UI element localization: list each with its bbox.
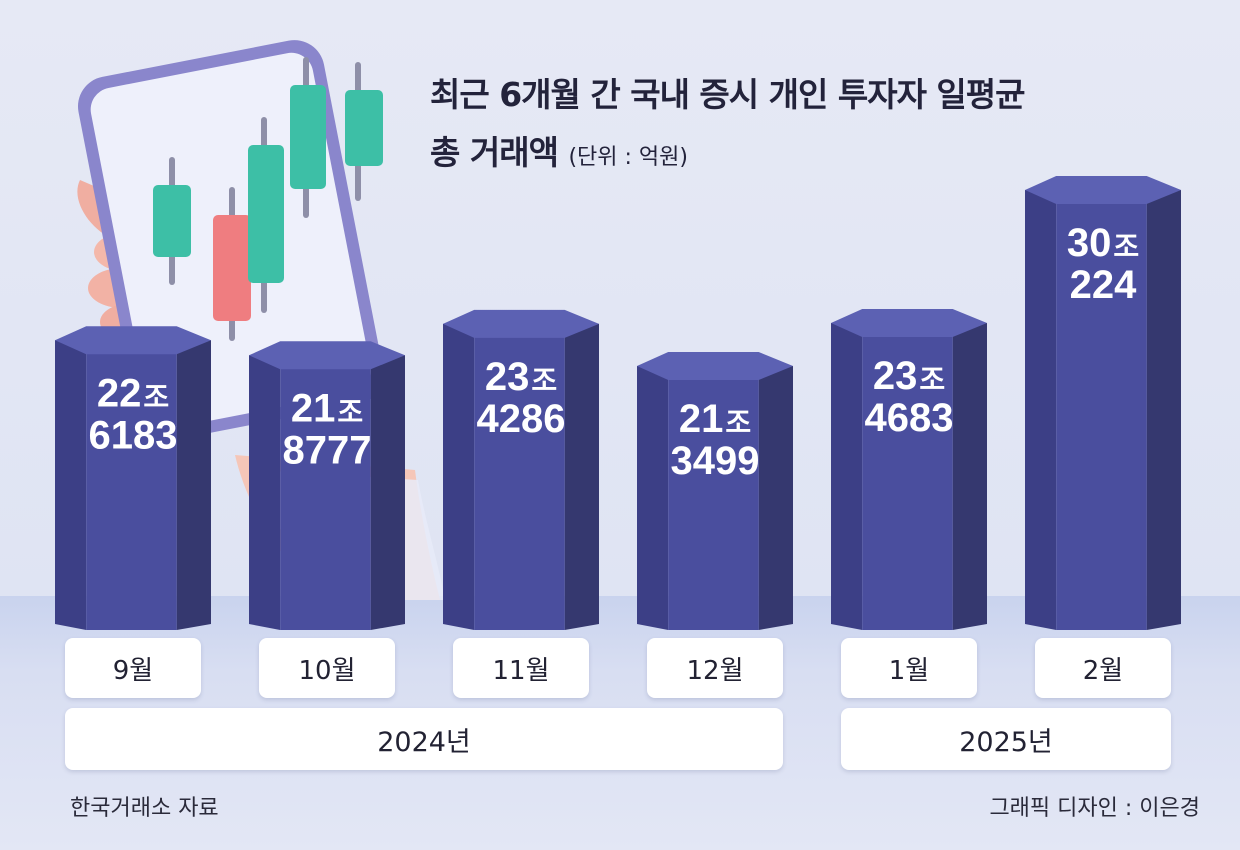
bar-side-left	[55, 340, 87, 630]
bar-value-trillions: 30	[1067, 221, 1112, 265]
month-label: 1월	[841, 638, 977, 698]
chart-title: 최근 6개월 간 국내 증시 개인 투자자 일평균 총 거래액 (단위 : 억원…	[430, 66, 1026, 187]
bar-value-trillions: 22	[97, 371, 142, 415]
bar-value-remainder: 4286	[477, 397, 566, 441]
bar-side-left	[443, 323, 475, 630]
bar-value-trillions: 23	[873, 354, 918, 398]
bar-side-left	[249, 355, 281, 630]
bar-value-label: 21조	[291, 386, 363, 430]
bar-value-label: 22조	[97, 371, 169, 415]
bar-top	[831, 309, 987, 338]
bar-side-right	[952, 323, 987, 630]
bar-value-unit: 조	[1113, 231, 1139, 262]
chart-title-line1: 최근 6개월 간 국내 증시 개인 투자자 일평균	[430, 75, 1026, 114]
month-label: 10월	[259, 638, 395, 698]
bar-front	[862, 323, 953, 630]
year-group-label: 2025년	[841, 708, 1171, 770]
bar-side-left	[1025, 190, 1057, 630]
bar-front	[474, 323, 565, 630]
bar-value-remainder: 224	[1070, 263, 1137, 307]
bar-value-remainder: 6183	[89, 413, 178, 457]
bar-value-trillions: 23	[485, 355, 530, 399]
bar-front	[1056, 190, 1147, 630]
bar-top	[55, 326, 211, 355]
bar-value-unit: 조	[143, 381, 169, 412]
bar-value-label: 23조	[485, 355, 557, 399]
bar-value-unit: 조	[919, 364, 945, 395]
bar-top	[637, 352, 793, 381]
bar-value-unit: 조	[725, 407, 751, 438]
month-label: 12월	[647, 638, 783, 698]
bar-side-right	[758, 366, 793, 630]
month-label: 9월	[65, 638, 201, 698]
chart-title-line2: 총 거래액 (단위 : 억원)	[430, 124, 1025, 187]
bar-front	[86, 340, 177, 630]
bar-side-right	[1146, 190, 1181, 630]
bar-front	[280, 355, 371, 630]
bar-side-right	[564, 323, 599, 630]
candlesticks	[153, 57, 383, 341]
bar-value-remainder: 4683	[865, 396, 954, 440]
bar-value-label: 21조	[679, 397, 751, 441]
chart-unit: (단위 : 억원)	[568, 145, 688, 170]
month-label: 2월	[1035, 638, 1171, 698]
bar-top	[443, 309, 599, 338]
bar-side-left	[831, 323, 863, 630]
month-label: 11월	[453, 638, 589, 698]
chart-title-line2-text: 총 거래액	[430, 133, 559, 172]
bar-front	[668, 366, 759, 630]
bar-value-label: 23조	[873, 354, 945, 398]
bar-value-trillions: 21	[679, 397, 724, 441]
bar-side-left	[637, 366, 669, 630]
bar-top	[249, 341, 405, 370]
bar-value-trillions: 21	[291, 386, 336, 430]
bar-side-right	[176, 340, 211, 630]
bar-value-unit: 조	[531, 365, 557, 396]
bar-value-remainder: 8777	[283, 428, 372, 472]
credit-note: 그래픽 디자인 : 이은경	[989, 796, 1200, 821]
bar-side-right	[370, 355, 405, 630]
bar-top	[1025, 176, 1181, 204]
year-group-label: 2024년	[65, 708, 783, 770]
source-note: 한국거래소 자료	[70, 796, 219, 821]
bar-value-unit: 조	[337, 396, 363, 427]
bar-value-label: 30조	[1067, 221, 1139, 265]
bar-value-remainder: 3499	[671, 439, 760, 483]
